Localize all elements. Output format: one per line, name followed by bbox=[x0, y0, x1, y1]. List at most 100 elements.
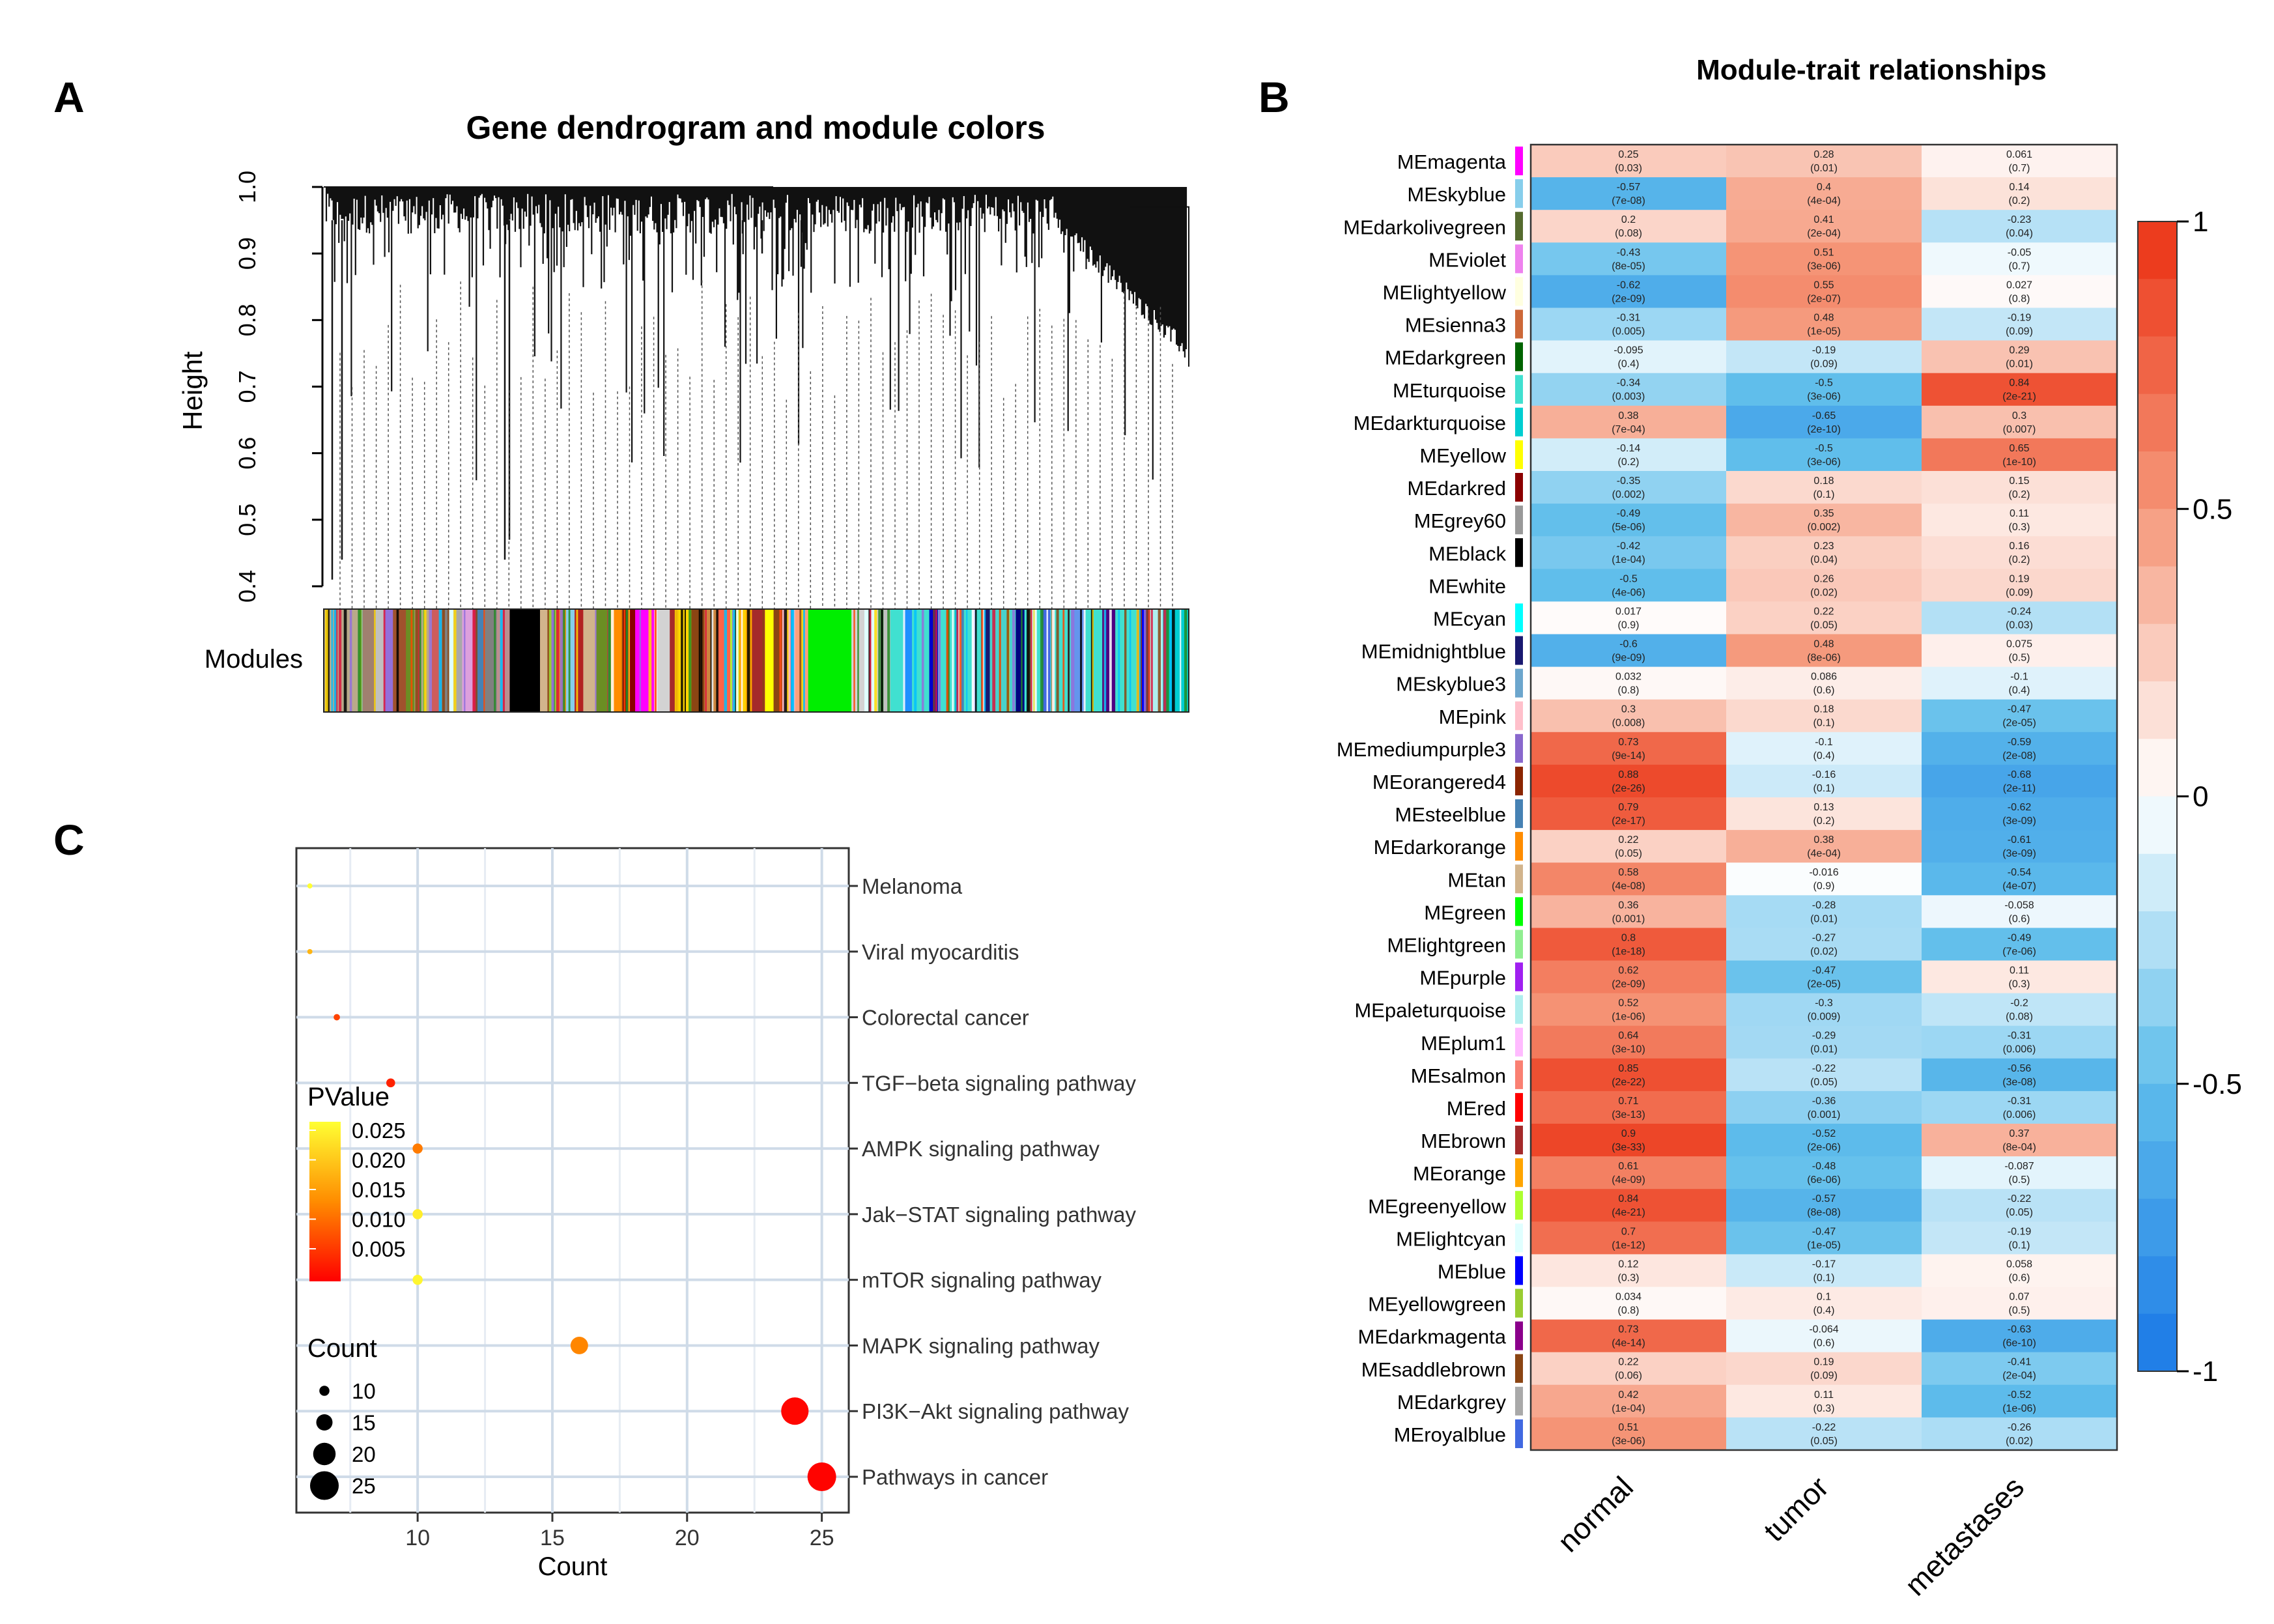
module-color-segment bbox=[375, 609, 385, 712]
heatmap-cell-correlation: 0.62 bbox=[1618, 965, 1638, 976]
heatmap-cell bbox=[1922, 340, 2118, 374]
heatmap-cell bbox=[1531, 536, 1727, 569]
heatmap-cell-pvalue: (0.001) bbox=[1808, 1109, 1841, 1120]
heatmap-cell-correlation: 0.2 bbox=[1621, 214, 1636, 225]
heatmap-cell-correlation: 0.25 bbox=[1618, 149, 1638, 160]
heatmap-cell-correlation: -0.058 bbox=[2004, 900, 2034, 911]
module-color-stripe bbox=[1092, 609, 1094, 712]
heatmap-cell-correlation: 0.36 bbox=[1618, 900, 1638, 911]
module-color-stripe bbox=[359, 609, 362, 712]
module-color-segment bbox=[903, 609, 913, 712]
module-color-stripe bbox=[1072, 609, 1075, 712]
heatmap-cell-pvalue: (3e-09) bbox=[2002, 848, 2036, 859]
heatmap-cell-pvalue: (0.3) bbox=[1618, 1272, 1640, 1283]
module-color-stripe bbox=[735, 609, 739, 712]
heatmap-cell-pvalue: (8e-04) bbox=[2002, 1142, 2036, 1153]
heatmap-cell-pvalue: (3e-10) bbox=[1612, 1044, 1645, 1055]
heatmap-cell-correlation: 0.07 bbox=[2009, 1292, 2029, 1303]
module-color-segment bbox=[483, 609, 498, 712]
module-color-stripe bbox=[887, 609, 890, 712]
module-color-segment bbox=[393, 609, 406, 712]
heatmap-cell-pvalue: (6e-06) bbox=[1807, 1175, 1841, 1186]
module-color-stripe bbox=[464, 609, 466, 712]
module-swatch bbox=[1515, 538, 1523, 567]
heatmap-cell bbox=[1531, 210, 1727, 243]
heatmap-cell-correlation: 0.26 bbox=[1813, 573, 1834, 584]
heatmap-row-label: MEmediumpurple3 bbox=[1337, 738, 1506, 761]
module-swatch bbox=[1515, 147, 1523, 176]
bubble-point bbox=[807, 1462, 836, 1491]
heatmap-cell-correlation: 0.034 bbox=[1615, 1292, 1642, 1303]
module-swatch bbox=[1515, 440, 1523, 469]
heatmap-cell bbox=[1726, 601, 1922, 634]
heatmap-cell-correlation: 0.37 bbox=[2009, 1128, 2029, 1139]
heatmap-cell-correlation: 0.22 bbox=[1618, 1357, 1638, 1368]
heatmap-cell-correlation: -0.19 bbox=[2008, 313, 2032, 324]
heatmap-cell bbox=[1531, 242, 1727, 276]
module-color-stripe bbox=[716, 609, 718, 712]
heatmap-cell-pvalue: (2e-11) bbox=[2003, 783, 2036, 794]
heatmap-cell-pvalue: (9e-09) bbox=[1612, 653, 1645, 664]
heatmap-cell bbox=[1922, 569, 2118, 602]
heatmap-cell-correlation: 0.4 bbox=[1817, 182, 1831, 193]
heatmap-cell-pvalue: (3e-08) bbox=[2002, 1077, 2036, 1088]
heatmap-cell-correlation: 0.7 bbox=[1621, 1226, 1636, 1237]
count-legend-title: Count bbox=[307, 1334, 377, 1363]
heatmap-cell bbox=[1531, 1417, 1727, 1451]
heatmap-cell bbox=[1726, 1352, 1922, 1386]
heatmap-cell bbox=[1726, 536, 1922, 569]
module-color-stripe bbox=[733, 609, 735, 712]
pvalue-legend-ticks: 0.025 0.020 0.015 0.010 0.005 bbox=[309, 1118, 406, 1261]
heatmap-cell-correlation: 0.11 bbox=[2010, 508, 2029, 519]
module-swatch bbox=[1515, 897, 1523, 926]
heatmap-cell bbox=[1531, 1221, 1727, 1255]
heatmap-cell-pvalue: (0.03) bbox=[2006, 620, 2033, 631]
module-color-stripe bbox=[674, 609, 677, 712]
heatmap-cell-pvalue: (0.2) bbox=[1813, 816, 1835, 827]
bubble-point bbox=[412, 1274, 423, 1285]
heatmap-cell bbox=[1531, 145, 1727, 178]
dendrogram-guides bbox=[339, 280, 1173, 609]
heatmap-cell-pvalue: (2e-05) bbox=[2002, 718, 2036, 729]
heatmap-cell-pvalue: (0.1) bbox=[1813, 718, 1835, 729]
module-color-stripe bbox=[1144, 609, 1146, 712]
heatmap-cell-pvalue: (4e-06) bbox=[1612, 587, 1645, 598]
heatmap-cell bbox=[1531, 1025, 1727, 1059]
heatmap-cell-correlation: 0.13 bbox=[1813, 802, 1834, 813]
dendrogram-title: Gene dendrogram and module colors bbox=[466, 109, 1045, 146]
module-swatch bbox=[1515, 277, 1523, 306]
heatmap-cell-correlation: 0.42 bbox=[1618, 1389, 1638, 1401]
module-color-stripe bbox=[500, 609, 503, 712]
heatmap-cell-correlation: 0.3 bbox=[1621, 704, 1636, 715]
module-color-stripe bbox=[556, 609, 560, 712]
module-color-stripe bbox=[878, 609, 881, 712]
heatmap-cell-pvalue: (0.02) bbox=[1810, 587, 1838, 598]
module-color-segment bbox=[362, 609, 377, 712]
module-color-stripe bbox=[494, 609, 496, 712]
heatmap-cell-pvalue: (0.09) bbox=[1810, 1371, 1838, 1382]
heatmap-cell-correlation: 0.23 bbox=[1813, 541, 1834, 552]
heatmap-cell-pvalue: (4e-04) bbox=[1807, 848, 1841, 859]
module-swatch bbox=[1515, 1289, 1523, 1318]
module-color-stripe bbox=[1140, 609, 1143, 712]
heatmap-cell bbox=[1726, 177, 1922, 210]
heatmap-row-label: MEpaleturquoise bbox=[1354, 999, 1506, 1022]
bubble-point bbox=[412, 1143, 423, 1154]
heatmap-cell-correlation: -0.095 bbox=[1613, 345, 1643, 356]
module-color-stripe bbox=[971, 609, 975, 712]
heatmap-cell-pvalue: (0.01) bbox=[2006, 359, 2033, 370]
module-color-stripe bbox=[654, 609, 657, 712]
module-swatch bbox=[1515, 799, 1523, 829]
heatmap-cell bbox=[1922, 1090, 2118, 1124]
heatmap-cell-pvalue: (0.01) bbox=[1810, 913, 1838, 924]
heatmap-cell-correlation: 0.84 bbox=[2009, 378, 2029, 389]
module-color-stripe bbox=[1068, 609, 1070, 712]
heatmap-row-label: MEmidnightblue bbox=[1361, 640, 1506, 663]
heatmap-cell-correlation: -0.16 bbox=[1812, 769, 1836, 780]
heatmap-cell-pvalue: (1e-05) bbox=[1807, 326, 1841, 337]
module-color-segment bbox=[657, 609, 670, 712]
heatmap-cell bbox=[1726, 1189, 1922, 1222]
heatmap-cell-correlation: -0.27 bbox=[1812, 932, 1836, 943]
heatmap-cell-correlation: -0.2 bbox=[2010, 998, 2028, 1009]
heatmap-cell-correlation: -0.22 bbox=[1812, 1422, 1836, 1433]
